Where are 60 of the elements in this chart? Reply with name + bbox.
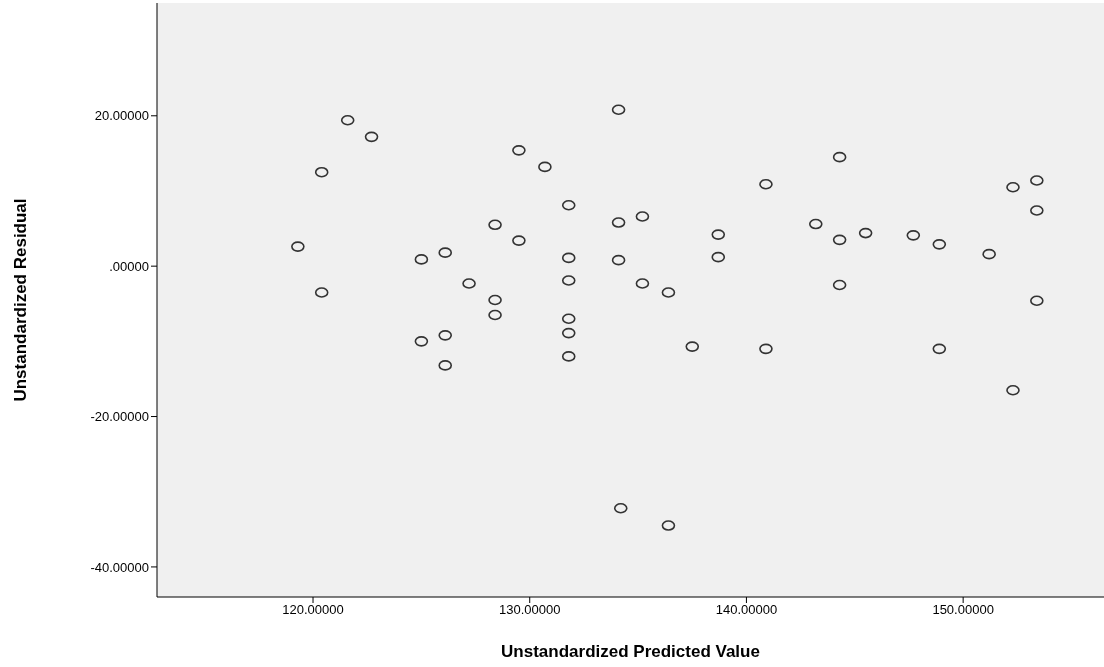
point (685, 341, 700, 352)
point (1030, 205, 1044, 216)
point (759, 343, 773, 355)
point (291, 241, 305, 252)
point (488, 309, 502, 321)
point (340, 115, 355, 126)
point (906, 230, 921, 241)
point (538, 161, 552, 173)
x-tick-label: 120.00000 (282, 602, 344, 618)
point (438, 360, 453, 371)
point (561, 351, 576, 362)
point (611, 254, 626, 266)
point (561, 275, 576, 286)
point (932, 343, 947, 355)
point (832, 234, 847, 246)
y-axis-title: Unstandardized Residual (11, 198, 31, 402)
x-axis-title: Unstandardized Predicted Value (501, 642, 760, 661)
point (512, 235, 526, 246)
point (808, 218, 823, 230)
point (462, 278, 476, 289)
point (414, 336, 429, 347)
point (1006, 384, 1020, 396)
y-tick-label: .00000 (109, 258, 149, 274)
point (635, 278, 650, 289)
point (414, 254, 429, 265)
point (512, 145, 526, 156)
point (561, 199, 576, 211)
point (661, 520, 676, 531)
point (635, 211, 650, 222)
point (711, 229, 726, 240)
point (932, 239, 947, 250)
point (438, 247, 453, 258)
point (613, 502, 628, 514)
point (488, 219, 502, 231)
point (1030, 175, 1044, 186)
point (711, 251, 726, 263)
point (314, 287, 329, 298)
point (832, 151, 847, 163)
y-tick-label: -20.00000 (90, 409, 149, 425)
point (438, 330, 453, 341)
point (858, 227, 873, 239)
point (611, 104, 626, 116)
point (561, 252, 576, 264)
x-tick-label: 130.00000 (499, 602, 561, 618)
y-tick-label: 20.00000 (94, 108, 149, 124)
y-tick-label: -40.00000 (90, 559, 149, 575)
point (1006, 181, 1020, 193)
x-tick-label: 140.00000 (715, 602, 778, 618)
point (661, 287, 676, 298)
point (832, 279, 847, 291)
point (488, 294, 502, 306)
point (561, 327, 576, 339)
x-tick-label: 150.00000 (932, 602, 994, 618)
point (611, 217, 626, 228)
point (759, 178, 773, 190)
point (364, 131, 379, 143)
point (561, 313, 576, 325)
point (314, 166, 329, 178)
point (1030, 295, 1044, 307)
point (982, 248, 996, 260)
